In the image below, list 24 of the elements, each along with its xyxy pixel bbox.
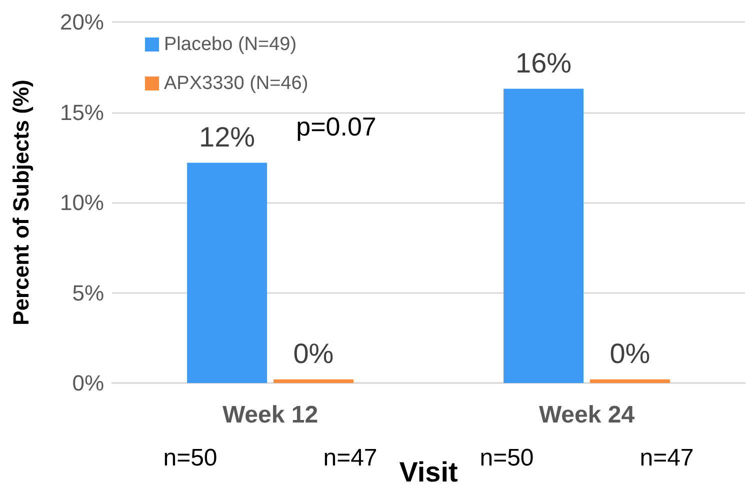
y-tick-label: 5% xyxy=(72,280,104,306)
data-label: 0% xyxy=(610,338,650,369)
bar xyxy=(187,162,268,383)
text: n=50 xyxy=(480,444,534,472)
y-axis-title: Percent of Subjects (%) xyxy=(8,80,34,326)
data-label: 12% xyxy=(199,121,256,152)
y-tick-label: 20% xyxy=(60,10,104,34)
legend-label: Placebo (N=49) xyxy=(164,34,297,55)
legend-label: APX3330 (N=46) xyxy=(164,73,308,94)
bar xyxy=(273,379,354,383)
bar xyxy=(590,379,670,383)
x-axis-title: Visit xyxy=(399,456,458,488)
data-label: 0% xyxy=(293,338,334,369)
text: n=50 xyxy=(163,444,218,472)
y-tick-label: 0% xyxy=(72,370,104,396)
data-label: 16% xyxy=(516,47,572,78)
y-tick-label: 15% xyxy=(60,100,104,125)
text: n=47 xyxy=(640,444,694,472)
x-tick-label: Week 24 xyxy=(538,402,636,428)
x-tick-label: Week 12 xyxy=(222,402,318,428)
annotation: p=0.07 xyxy=(296,112,376,142)
bar xyxy=(504,88,584,383)
y-tick-label: 10% xyxy=(60,190,104,215)
text: n=47 xyxy=(323,444,378,472)
